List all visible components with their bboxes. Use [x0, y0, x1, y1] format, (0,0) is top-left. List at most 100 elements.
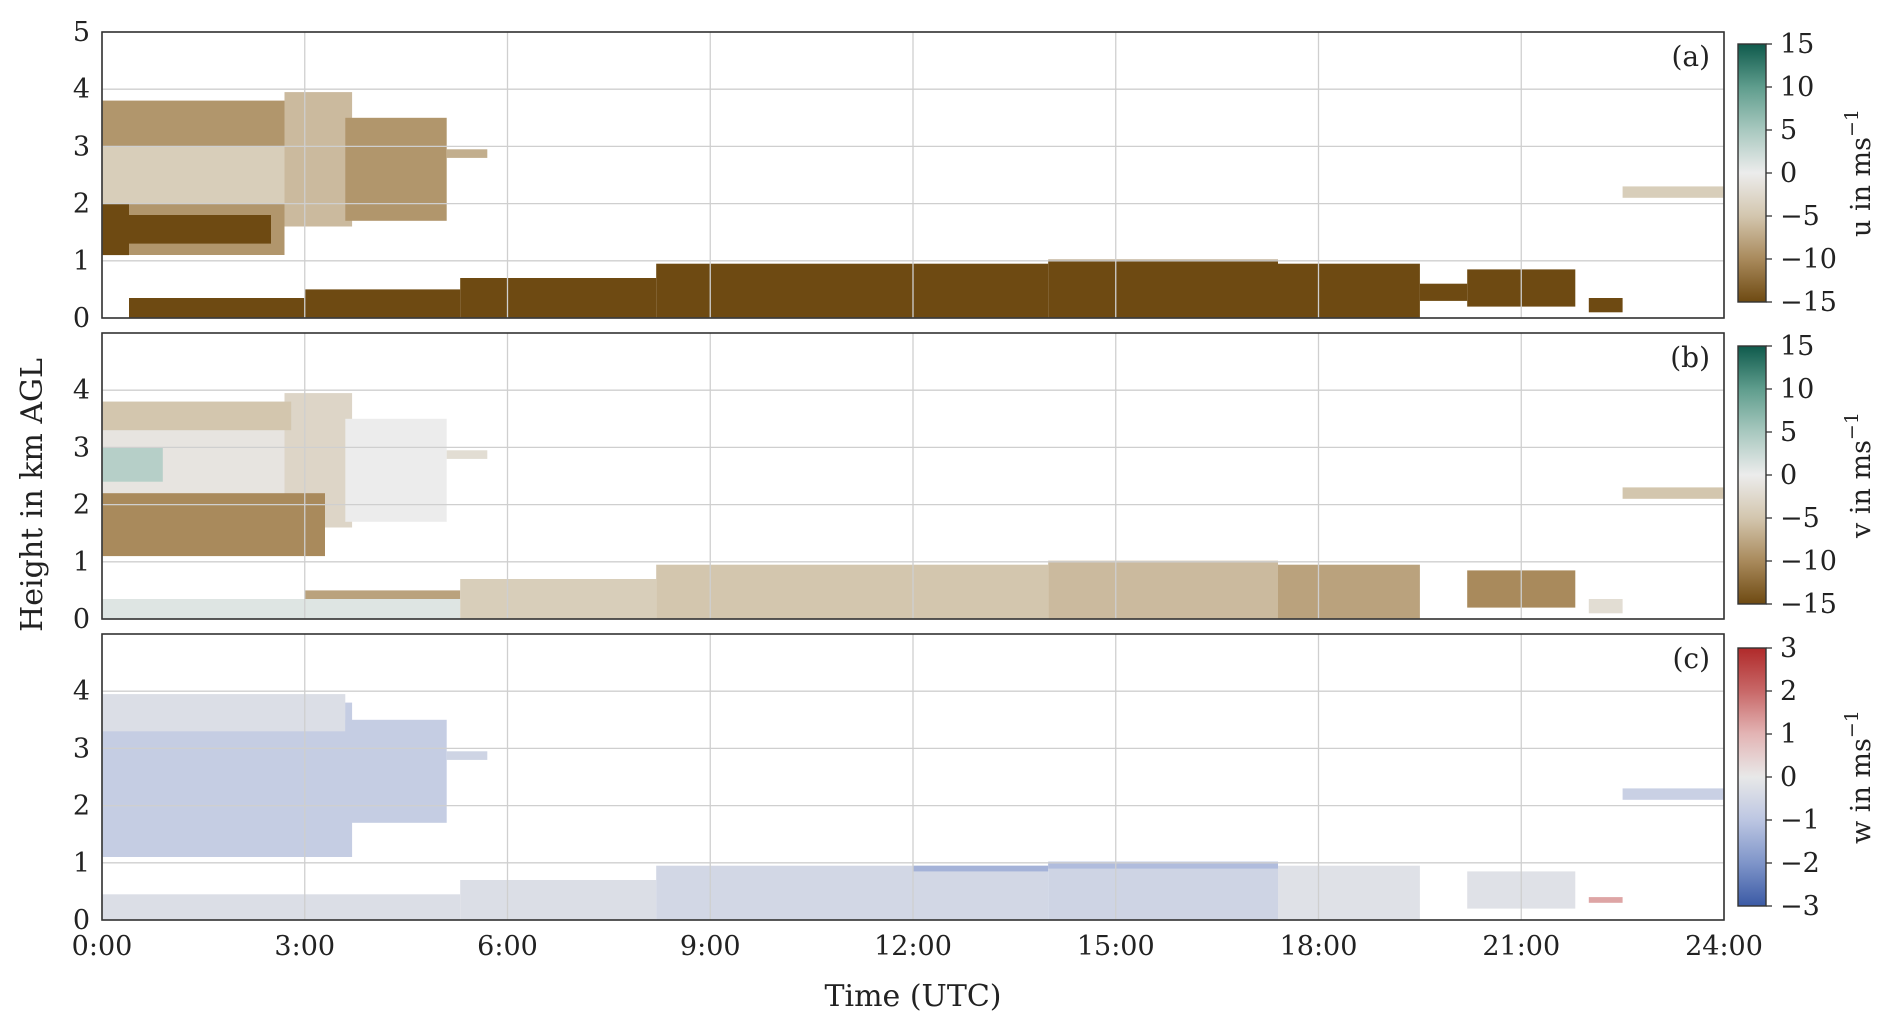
data-region-w-7 [913, 865, 1049, 872]
y-tick-label: 0 [73, 905, 90, 936]
data-region-v-9 [460, 579, 657, 619]
y-tick-label: 1 [73, 547, 90, 578]
colorbar-label-u: u in ms−1 [1841, 109, 1877, 237]
colorbar-tick-label: 0 [1780, 762, 1797, 793]
colorbar-tick-label: −5 [1780, 201, 1820, 232]
data-region-w-10 [1278, 865, 1420, 920]
colorbar-tick-label: 10 [1780, 72, 1814, 103]
x-axis-ticks: 0:00 3:00 6:00 9:00 12:00 15:00 18:00 21:00 24:0… [72, 931, 1763, 962]
data-region-v-14 [1588, 599, 1623, 614]
colorbar-tick-label: 2 [1780, 676, 1797, 707]
colorbar-label-superscript: −1 [1841, 412, 1863, 440]
x-tick-label: 21:00 [1482, 931, 1560, 962]
data-region-u-13 [1419, 283, 1468, 301]
y-tick-label: 5 [73, 17, 90, 48]
colorbar-label-superscript: −1 [1841, 109, 1863, 137]
x-tick-label: 18:00 [1280, 931, 1358, 962]
data-region-u-16 [1622, 186, 1724, 198]
colorbar-label-text: u in ms [1846, 137, 1877, 237]
y-tick-label: 3 [73, 131, 90, 162]
y-tick-label: 1 [73, 848, 90, 879]
data-region-u-3 [345, 117, 447, 221]
colorbar-tick-label: −5 [1780, 503, 1820, 534]
data-region-w-4 [102, 894, 461, 920]
data-region-w-3 [446, 751, 488, 760]
data-region-u-7 [129, 298, 339, 318]
data-region-u-4 [446, 149, 488, 158]
data-region-w-2 [345, 719, 447, 823]
colorbar-u [1737, 43, 1767, 303]
x-axis-label: Time (UTC) [825, 979, 1002, 1014]
data-region-v-12 [1278, 564, 1420, 619]
colorbar-tick-label: −3 [1780, 891, 1820, 922]
colorbar-tick-label: −15 [1780, 287, 1837, 318]
colorbar-label-w: w in ms−1 [1841, 710, 1877, 844]
y-axis-label: Height in km AGL [15, 358, 50, 632]
data-region-v-2 [345, 418, 447, 522]
data-region-u-12 [1278, 263, 1420, 318]
y-tick-label: 3 [73, 432, 90, 463]
data-region-v-4 [102, 401, 292, 431]
colorbar-label-v: v in ms−1 [1841, 412, 1877, 539]
colorbar-tick-label: 3 [1780, 633, 1797, 664]
y-tick-label: 4 [73, 676, 90, 707]
data-region-v-5 [102, 447, 163, 482]
x-tick-label: 0:00 [72, 931, 133, 962]
colorbar-tick-label: −15 [1780, 589, 1837, 620]
panel-tag-u: (a) [1671, 40, 1710, 73]
data-region-u-9 [460, 278, 657, 318]
x-tick-label: 6:00 [477, 931, 538, 962]
data-region-u-10 [656, 263, 1049, 318]
y-tick-label: 0 [73, 303, 90, 334]
x-tick-label: 24:00 [1685, 931, 1763, 962]
colorbar-tick-label: 15 [1780, 29, 1814, 60]
x-tick-label: 12:00 [874, 931, 952, 962]
colorbar-v [1737, 345, 1767, 605]
data-region-v-11 [1048, 560, 1278, 619]
plot-frame-u [101, 31, 1725, 319]
colorbar-tick-label: −1 [1780, 805, 1820, 836]
data-region-v-15 [1622, 487, 1724, 499]
y-tick-label: 4 [73, 375, 90, 406]
data-region-v-8 [304, 590, 461, 599]
colorbar-tick-label: 15 [1780, 331, 1814, 362]
data-region-w-6 [656, 865, 1049, 920]
plot-frame-v [101, 332, 1725, 620]
data-region-u-6 [122, 215, 271, 244]
panel-tag-w: (c) [1672, 642, 1710, 675]
data-region-v-6 [102, 493, 325, 557]
y-tick-label: 4 [73, 74, 90, 105]
data-region-v-3 [446, 450, 488, 459]
data-region-w-1 [102, 694, 346, 732]
y-tick-label: 2 [73, 791, 90, 822]
x-tick-label: 3:00 [274, 931, 335, 962]
colorbar-tick-label: −2 [1780, 848, 1820, 879]
y-tick-label: 0 [73, 604, 90, 635]
data-region-u-2 [284, 92, 353, 227]
x-tick-label: 9:00 [680, 931, 741, 962]
data-region-w-13 [1622, 788, 1724, 800]
data-region-w-8 [1048, 861, 1278, 920]
colorbar-tick-label: 0 [1780, 158, 1797, 189]
y-tick-label: 3 [73, 733, 90, 764]
panel-u: 0 1 2 3 4 5 (a) 15 10 5 0 −5 −10 −15 u in ms−1 [73, 17, 1877, 334]
data-region-u-8 [304, 289, 461, 318]
panel-v: 0 1 2 3 4 (b) 15 10 5 0 −5 −10 −15 v in ms−1 [73, 331, 1877, 635]
colorbar-w [1737, 647, 1767, 907]
data-region-v-7 [102, 599, 461, 619]
data-region-u-11 [1048, 259, 1278, 318]
colorbar-label-text: v in ms [1846, 440, 1877, 539]
y-tick-label: 1 [73, 246, 90, 277]
plot-frame-w [101, 633, 1725, 921]
data-region-v-10 [656, 564, 1049, 619]
colorbar-tick-label: −10 [1780, 546, 1837, 577]
colorbar-tick-label: 5 [1780, 115, 1797, 146]
data-region-w-12 [1588, 897, 1623, 903]
data-region-w-9 [1048, 861, 1278, 869]
colorbar-tick-label: −10 [1780, 244, 1837, 275]
colorbar-tick-label: 10 [1780, 374, 1814, 405]
panel-tag-v: (b) [1670, 341, 1710, 374]
colorbar-label-text: w in ms [1846, 738, 1877, 844]
